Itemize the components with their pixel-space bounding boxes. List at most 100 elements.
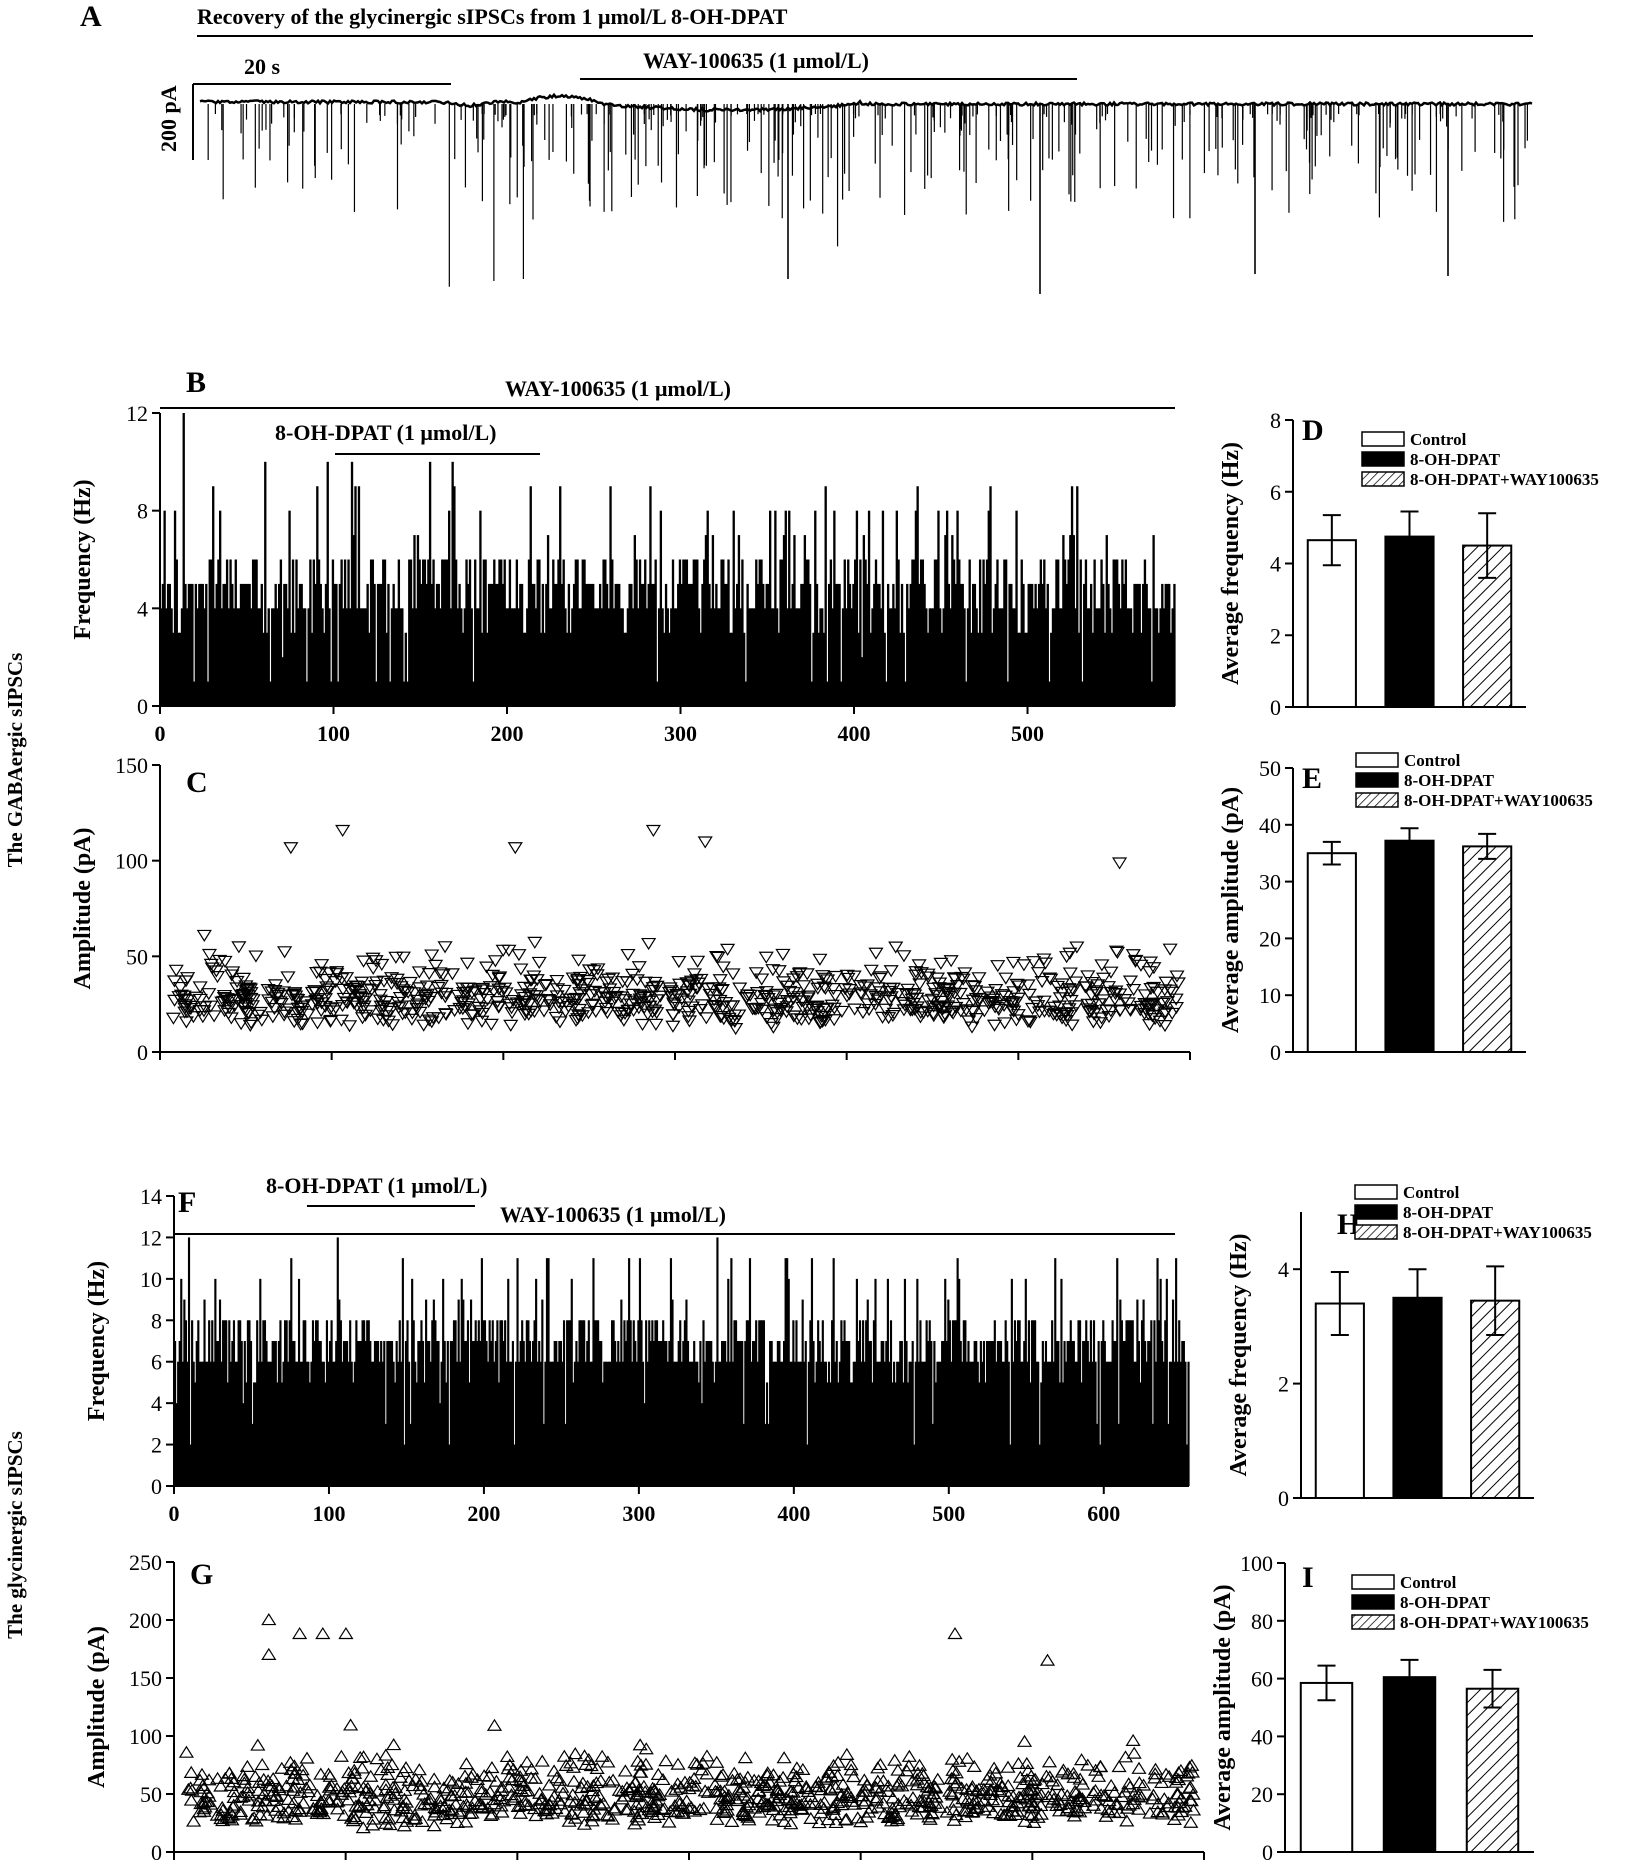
hist-bar	[398, 1320, 401, 1486]
scatter-point	[537, 979, 553, 992]
hist-bar	[821, 1320, 824, 1486]
hist-bar	[454, 559, 458, 706]
scatter-point	[239, 1759, 255, 1773]
scatter-point	[1010, 1756, 1027, 1769]
hist-bar	[222, 1320, 225, 1486]
hist-bar	[979, 1341, 982, 1486]
scatter-point	[398, 985, 414, 999]
hist-bar	[234, 1361, 237, 1486]
hist-bar	[274, 583, 277, 706]
hist-bar	[781, 559, 784, 706]
scatter-point	[201, 948, 218, 962]
scatter-point	[1100, 981, 1117, 994]
scatter-point	[357, 993, 374, 1006]
scatter-point	[515, 995, 531, 1009]
scatter-point	[970, 1800, 986, 1813]
hist-bar	[409, 559, 413, 706]
hist-bar	[1162, 608, 1166, 706]
hist-bar	[592, 1258, 595, 1486]
hist-bar	[791, 583, 794, 706]
scatter-point	[1170, 977, 1186, 990]
hist-bar	[970, 1361, 973, 1486]
scatter-point	[1093, 1788, 1109, 1801]
scatter-point	[1146, 962, 1162, 975]
hist-bar	[579, 608, 583, 706]
hist-bar	[327, 1361, 330, 1486]
panel-b-drug-bar-outer-label: WAY-100635 (1 μmol/L)	[505, 376, 731, 401]
scatter-point	[496, 1794, 512, 1807]
hist-bar	[772, 608, 775, 706]
scatter-point	[686, 968, 703, 981]
scatter-point	[1053, 1009, 1069, 1022]
scatter-point	[976, 1005, 992, 1018]
scatter-point	[1145, 1009, 1161, 1022]
scatter-point	[882, 1810, 898, 1823]
hist-bar	[508, 1361, 511, 1486]
hist-bar	[1074, 1361, 1077, 1486]
hist-bar	[504, 1320, 507, 1486]
scatter-point	[215, 1803, 231, 1816]
y-tick-label: 10	[1259, 983, 1281, 1008]
scatter-point	[383, 977, 400, 991]
hist-bar	[328, 1341, 332, 1486]
scatter-point	[1103, 1005, 1119, 1018]
scatter-point	[765, 1802, 781, 1816]
hist-bar	[191, 583, 194, 706]
hist-bar	[432, 1299, 435, 1486]
scatter-point	[264, 996, 280, 1009]
scatter-point	[195, 1011, 211, 1024]
hist-bar	[775, 608, 779, 706]
hist-bar	[801, 583, 805, 706]
scatter-point	[818, 1772, 834, 1785]
hist-bar	[777, 632, 781, 706]
hist-bar	[944, 1278, 947, 1486]
scatter-point	[521, 1008, 537, 1021]
scatter-point	[942, 1784, 958, 1797]
hist-bar	[761, 1320, 764, 1486]
hist-bar	[421, 559, 425, 706]
hist-bar	[1114, 559, 1117, 706]
scatter-point	[297, 996, 313, 1009]
scatter-point	[299, 1751, 315, 1764]
hist-bar	[438, 1403, 442, 1486]
scatter-point	[631, 1788, 647, 1801]
scatter-point	[715, 961, 731, 974]
hist-bar	[1128, 1320, 1131, 1486]
hist-bar	[574, 559, 578, 706]
scatter-point	[827, 1807, 843, 1821]
scatter-point	[997, 990, 1014, 1003]
hist-bar	[296, 1361, 299, 1486]
y-tick-label: 8	[151, 1308, 162, 1333]
hist-bar	[595, 608, 598, 706]
scatter-point	[235, 1769, 251, 1782]
hist-bar	[1148, 608, 1152, 706]
hist-bar	[484, 559, 487, 706]
hist-bar	[390, 608, 394, 706]
scatter-point	[947, 973, 963, 986]
scatter-point	[997, 1017, 1013, 1030]
hist-bar	[713, 1382, 716, 1486]
hist-bar	[1065, 583, 1069, 706]
scatter-point	[1049, 1777, 1066, 1791]
hist-bar	[485, 1341, 488, 1486]
hist-bar	[1117, 583, 1121, 706]
panel-f: F 8-OH-DPAT (1 μmol/L) WAY-100635 (1 μmo…	[84, 1173, 1190, 1526]
hist-bar	[586, 583, 590, 706]
scatter-point	[944, 1752, 960, 1765]
hist-bar	[191, 1320, 194, 1486]
hist-bar	[349, 1320, 352, 1486]
hist-bar	[249, 1341, 253, 1486]
scatter-point	[1020, 979, 1036, 992]
hist-bar	[932, 608, 935, 706]
scatter-point	[483, 1808, 499, 1822]
scatter-point	[813, 1797, 829, 1811]
hist-bar	[860, 1361, 863, 1486]
scatter-point	[796, 980, 812, 993]
hist-bar	[218, 510, 222, 706]
hist-bar	[515, 559, 519, 706]
scatter-point	[699, 1749, 715, 1762]
scatter-point	[1155, 1807, 1171, 1820]
hist-bar	[1030, 583, 1034, 706]
scatter-point	[220, 1007, 237, 1020]
